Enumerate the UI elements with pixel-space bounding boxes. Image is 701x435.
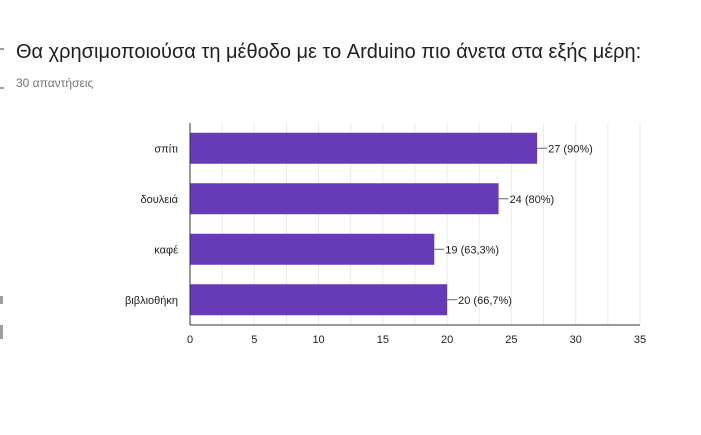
category-label: καφέ xyxy=(154,244,178,256)
x-tick-label: 0 xyxy=(187,334,193,346)
data-label: 27 (90%) xyxy=(548,143,593,155)
question-title: Θα χρησιμοποιούσα τη μέθοδο με το Arduin… xyxy=(16,41,642,63)
category-label: δουλειά xyxy=(141,194,179,206)
x-tick-label: 10 xyxy=(312,334,324,346)
data-label: 20 (66,7%) xyxy=(458,295,512,307)
left-edge-mark-bottom xyxy=(0,87,4,89)
category-label: βιβλιοθήκη xyxy=(125,295,178,307)
bar-1 xyxy=(190,132,538,164)
left-edge-mark-4 xyxy=(0,325,3,339)
x-tick-label: 35 xyxy=(634,334,646,346)
bar-3 xyxy=(190,233,435,265)
data-label: 19 (63,3%) xyxy=(445,244,499,256)
response-count: 30 απαντήσεις xyxy=(16,76,94,90)
x-tick-label: 20 xyxy=(441,334,453,346)
bar-2 xyxy=(190,183,499,215)
bars xyxy=(190,132,538,316)
bar-4 xyxy=(190,284,448,316)
x-tick-label: 15 xyxy=(377,334,389,346)
left-edge-mark-top xyxy=(0,48,4,50)
x-tick-label: 30 xyxy=(570,334,582,346)
x-tick-label: 5 xyxy=(251,334,257,346)
axes xyxy=(189,123,640,326)
left-edge-mark-3 xyxy=(0,296,3,304)
data-label: 24 (80%) xyxy=(510,194,555,206)
category-label: σπίτι xyxy=(154,143,178,155)
labels: σπίτι 27 (90%) δουλειά 24 (80%) καφέ 19 (63,3… xyxy=(125,143,646,346)
x-tick-label: 25 xyxy=(505,334,517,346)
